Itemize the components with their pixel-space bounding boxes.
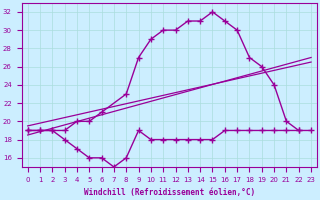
- X-axis label: Windchill (Refroidissement éolien,°C): Windchill (Refroidissement éolien,°C): [84, 188, 255, 197]
